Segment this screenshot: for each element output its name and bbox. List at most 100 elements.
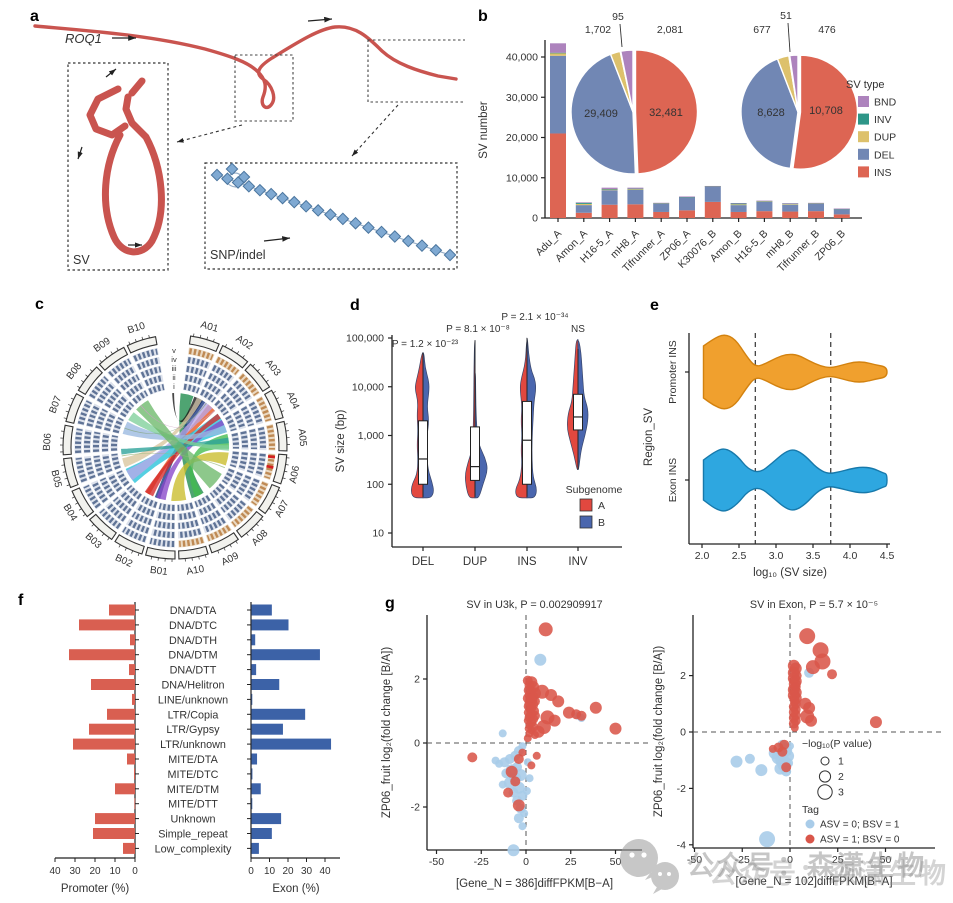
synteny-chord: [136, 400, 222, 489]
data-ring-base: [182, 383, 201, 395]
synteny-chord: [122, 421, 227, 441]
pie-callout-bnd: 2,081: [657, 24, 683, 36]
x-tick-label: -25: [735, 854, 750, 866]
axis-tick: [242, 355, 245, 359]
axis-tick: [65, 410, 69, 413]
axis-tick: [82, 513, 86, 517]
scatter-point-red: [805, 660, 820, 675]
snp-marker: [299, 199, 313, 213]
scatter-point-red: [869, 716, 882, 729]
panel-label-c: c: [35, 296, 44, 313]
y-tick-label: 40,000: [506, 52, 538, 64]
legend-size-label: 2: [838, 771, 844, 783]
x-tick-label: 4.0: [843, 550, 858, 562]
scatter-point-red: [512, 799, 525, 812]
data-ring-base: [119, 400, 135, 418]
data-ring-base: [110, 452, 122, 471]
track-label-iv: iv: [171, 355, 177, 364]
bar-segment-DUP: [601, 189, 618, 191]
synteny-chord: [124, 402, 207, 435]
legend-swatch-INV: [858, 113, 869, 125]
exon-bar: [251, 619, 289, 631]
data-ring-marks: [75, 428, 83, 454]
pie-slice-BND: [619, 49, 634, 113]
axis-tick: [137, 552, 140, 557]
box: [522, 400, 532, 485]
x-tick-label: 0: [787, 854, 793, 866]
bar-segment-DEL: [575, 205, 592, 213]
x-tick-label: 40: [49, 866, 61, 877]
axis-tick: [75, 502, 79, 505]
snp-connector: [216, 174, 451, 256]
data-ring-base: [74, 427, 84, 455]
promoter-bar: [130, 634, 135, 646]
data-ring-base: [221, 467, 236, 486]
axis-tick: [268, 508, 272, 511]
data-ring-marks: [111, 435, 119, 451]
data-ring-base: [230, 505, 254, 528]
data-ring-marks: [83, 484, 101, 509]
repeat-category-label: DNA/DTM: [168, 650, 217, 662]
y-tick-label: 100,000: [346, 333, 384, 345]
chromosome-label-A06: A06: [288, 464, 302, 484]
chromosome-arc-B07: [65, 392, 85, 424]
bar-segment-INS: [808, 211, 824, 218]
bar-segment-BND: [756, 200, 773, 202]
data-ring-base: [98, 507, 123, 530]
legend-tag-swatch: [805, 834, 815, 844]
scatter-point-blue: [507, 844, 520, 857]
data-ring-base: [107, 473, 123, 493]
x-tick-label: 40: [319, 866, 331, 877]
axis-tick: [62, 471, 66, 473]
scatter-point-red: [609, 722, 622, 735]
chromosome-arc-A07: [257, 483, 281, 515]
chromosome-label-B05: B05: [48, 469, 63, 489]
axis-tick: [212, 338, 215, 342]
axis-tick: [68, 404, 72, 406]
chromosome-label-B08: B08: [65, 361, 85, 382]
legend-label: A: [598, 500, 605, 512]
data-ring-base: [131, 389, 149, 405]
synteny-chord: [154, 397, 206, 499]
data-ring-base: [110, 434, 119, 452]
data-ring-base: [121, 525, 148, 544]
legend-size-circle: [820, 756, 830, 766]
x-tick-label: 4.5: [880, 550, 895, 562]
data-ring-marks: [112, 395, 128, 413]
data-ring-base: [196, 501, 217, 517]
data-ring-marks: [231, 432, 239, 449]
chromosome-arc-A08: [235, 510, 264, 538]
x-tick-label: 20: [282, 866, 294, 877]
bar-segment-INS: [679, 210, 695, 218]
axis-tick: [231, 347, 234, 351]
synteny-chord: [172, 393, 203, 423]
data-ring-marks: [141, 496, 158, 508]
axis-tick: [110, 351, 113, 355]
x-tick-label: 0: [523, 856, 529, 868]
data-ring-base: [176, 501, 195, 512]
bar-segment-DEL: [627, 189, 644, 205]
scatter-point-blue: [498, 729, 507, 738]
exon-bar: [251, 753, 258, 765]
snp-marker: [415, 239, 429, 253]
data-ring-marks: [116, 470, 130, 487]
snp-inset-label: SNP/indel: [210, 248, 266, 262]
data-ring-marks: [231, 505, 253, 527]
exon-bar: [251, 693, 253, 705]
legend-tag-title: Tag: [802, 804, 819, 816]
legend-size-circle: [817, 784, 833, 800]
x-tick-label: 20: [89, 866, 101, 877]
p-value-label: P = 2.1 × 10⁻³⁴: [501, 312, 568, 323]
data-ring-marks: [215, 489, 232, 506]
data-ring-base: [143, 374, 164, 387]
zoom-box-snp: [367, 39, 465, 103]
y-tick-label: 0: [532, 213, 538, 225]
data-ring-base: [140, 495, 159, 509]
repeat-category-label: MITE/DTA: [168, 754, 218, 766]
legend-size-label: 1: [838, 756, 844, 768]
exon-bar: [251, 649, 320, 661]
axis-tick: [99, 359, 102, 363]
data-ring-marks: [200, 389, 217, 403]
axis-tick: [89, 369, 93, 372]
